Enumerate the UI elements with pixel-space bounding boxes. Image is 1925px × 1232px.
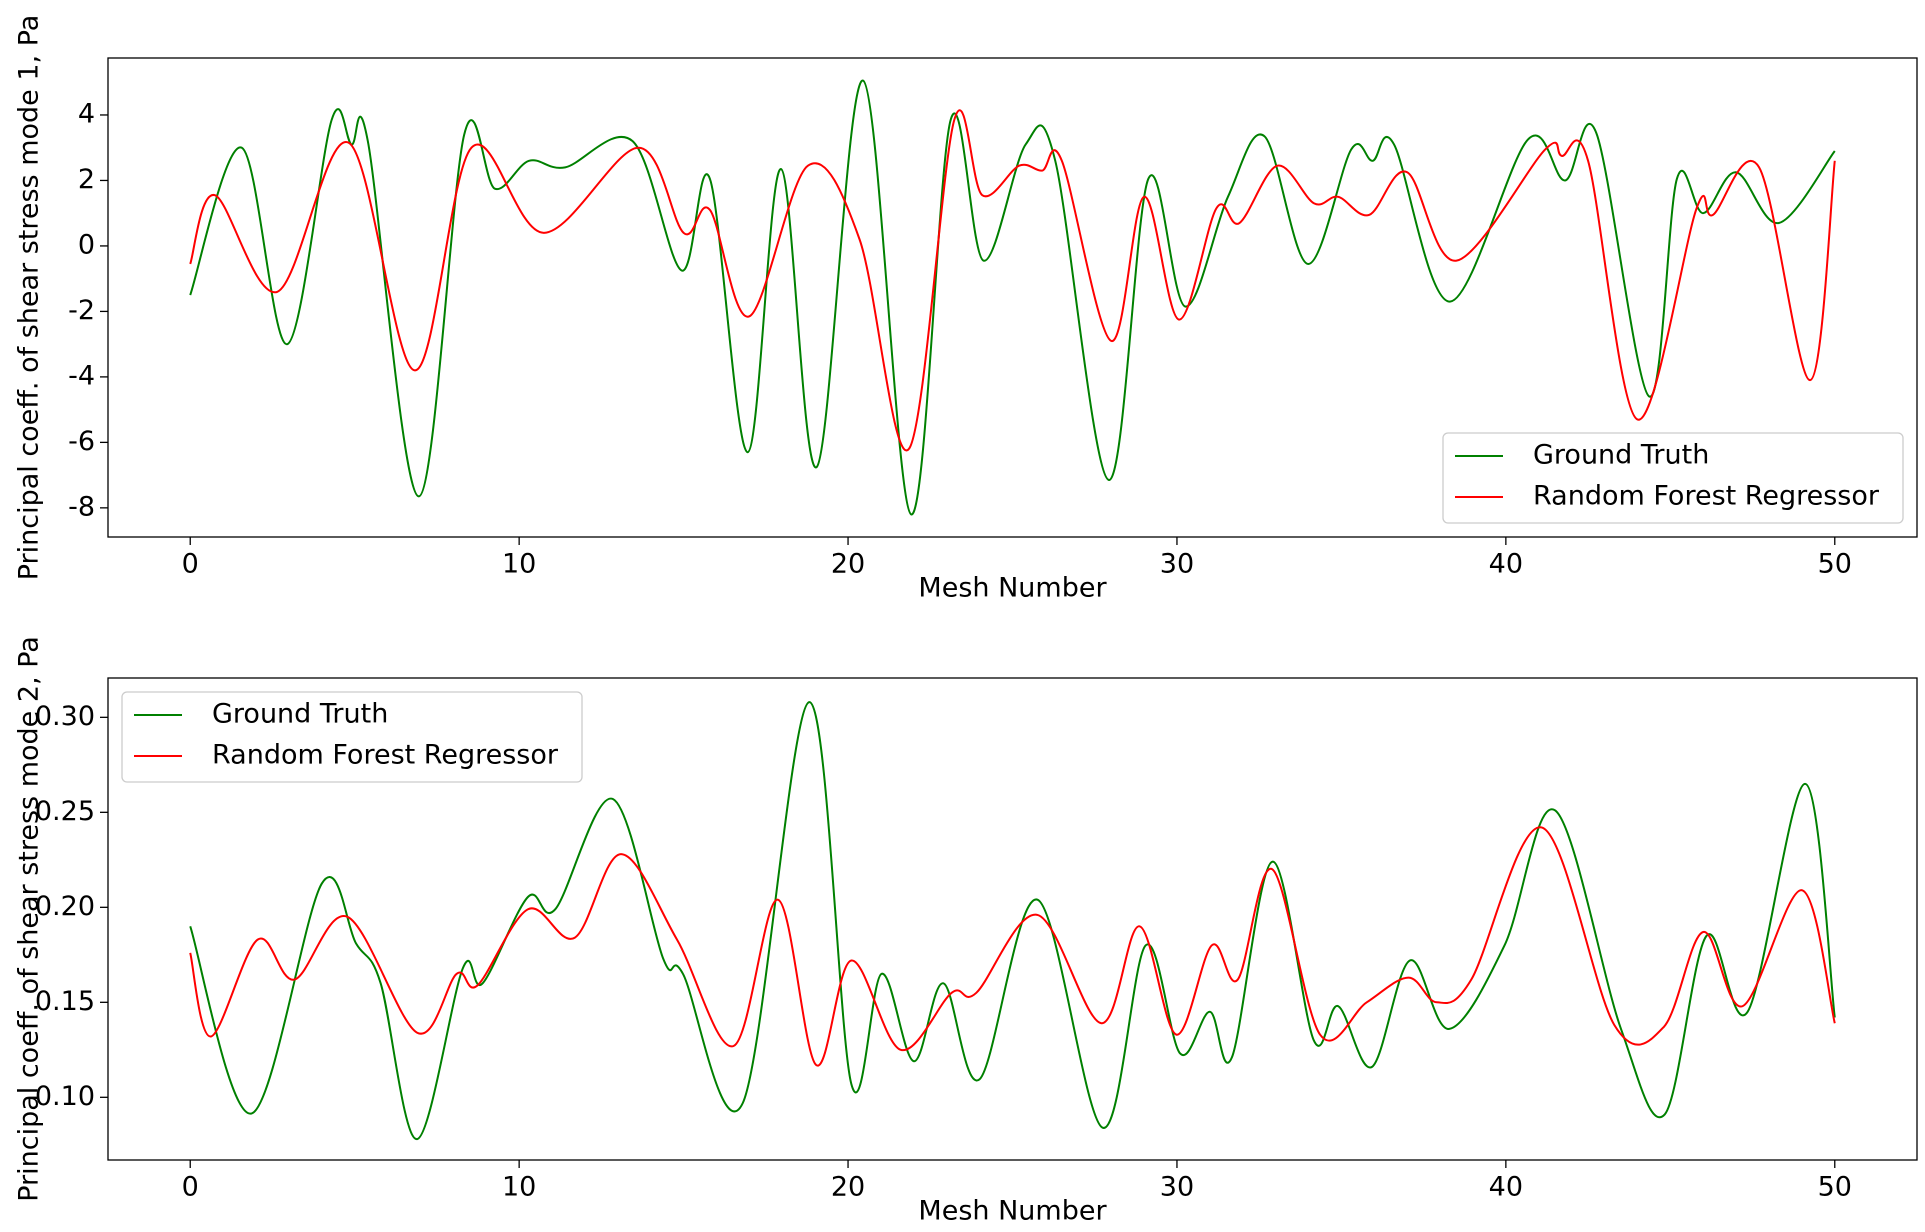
plot-frame	[107, 677, 1918, 1161]
x-tick-label: 30	[1160, 1172, 1194, 1203]
y-tick-label: -2	[68, 295, 95, 326]
x-tick-label: 10	[502, 549, 536, 580]
x-tick-label: 50	[1818, 549, 1852, 580]
y-tick-label: 0.25	[35, 796, 95, 827]
y-tick-label: -6	[68, 426, 95, 457]
legend-label: Ground Truth	[1533, 440, 1709, 471]
x-tick-label: 30	[1160, 549, 1194, 580]
x-tick-label: 50	[1818, 1172, 1852, 1203]
y-tick-label: -8	[68, 491, 95, 522]
y-tick-label: 2	[78, 164, 95, 195]
y-tick-label: 0	[78, 229, 95, 260]
x-tick-label: 10	[502, 1172, 536, 1203]
legend: Ground Truth Random Forest Regressor	[1442, 432, 1904, 524]
x-axis-label: Mesh Number	[918, 573, 1107, 604]
plot-frame	[107, 57, 1918, 538]
x-tick-label: 0	[182, 549, 199, 580]
y-tick-label: 0.15	[35, 986, 95, 1017]
data-line	[189, 79, 1836, 516]
x-tick-label: 20	[831, 1172, 865, 1203]
y-tick-label: 0.20	[35, 891, 95, 922]
legend-label: Random Forest Regressor	[212, 740, 559, 771]
y-axis-label: Principal coeff. of shear stress mode 1,…	[14, 15, 45, 581]
x-tick-label: 40	[1489, 1172, 1523, 1203]
x-tick-label: 40	[1489, 549, 1523, 580]
data-line	[189, 109, 1836, 452]
y-axis-label: Principal coeff. of shear stress mode 2,…	[14, 636, 45, 1202]
x-tick-label: 20	[831, 549, 865, 580]
legend-label: Random Forest Regressor	[1533, 481, 1880, 512]
data-line	[189, 826, 1836, 1067]
y-tick-label: -4	[68, 360, 95, 391]
x-tick-label: 0	[182, 1172, 199, 1203]
x-axis-label: Mesh Number	[918, 1196, 1107, 1227]
legend-box	[121, 691, 583, 783]
data-line	[189, 701, 1836, 1141]
legend-label: Ground Truth	[212, 699, 388, 730]
y-tick-label: 0.30	[35, 701, 95, 732]
y-tick-label: 0.10	[35, 1081, 95, 1112]
legend: Ground Truth Random Forest Regressor	[121, 691, 583, 783]
y-tick-label: 4	[78, 98, 95, 129]
legend-box	[1442, 432, 1904, 524]
